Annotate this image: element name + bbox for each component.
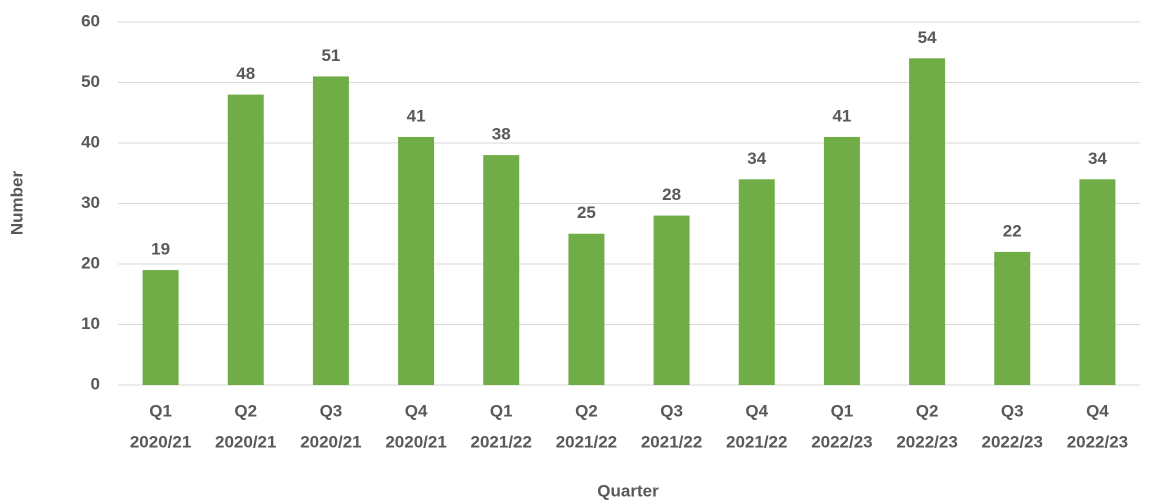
x-tick-label: Q1 — [490, 401, 513, 420]
data-label: 28 — [662, 185, 681, 204]
x-tick-label: Q3 — [1001, 401, 1024, 420]
bar — [568, 233, 605, 385]
data-label: 48 — [236, 64, 255, 83]
bar — [994, 251, 1031, 385]
x-tick-label: 2022/23 — [982, 432, 1043, 451]
x-tick-label: 2022/23 — [896, 432, 957, 451]
data-label: 25 — [577, 203, 596, 222]
bar — [1079, 179, 1116, 385]
x-tick-label: 2020/21 — [300, 432, 361, 451]
x-tick-label: 2021/22 — [556, 432, 617, 451]
x-tick-label: Q1 — [149, 401, 172, 420]
bar — [823, 136, 860, 385]
y-tick-label: 50 — [81, 72, 100, 91]
x-tick-label: Q4 — [405, 401, 428, 420]
x-tick-label: 2020/21 — [385, 432, 446, 451]
x-axis-title: Quarter — [597, 481, 659, 500]
y-tick-label: 0 — [91, 374, 100, 393]
data-label: 41 — [832, 106, 851, 125]
y-tick-label: 40 — [81, 132, 100, 151]
bar — [653, 215, 690, 385]
y-tick-label: 10 — [81, 314, 100, 333]
bar — [398, 136, 435, 385]
y-tick-label: 60 — [81, 11, 100, 30]
x-tick-label: Q2 — [575, 401, 598, 420]
bar — [738, 179, 775, 385]
x-tick-label: Q4 — [1086, 401, 1109, 420]
y-axis-title: Number — [7, 171, 26, 236]
x-tick-label: Q2 — [916, 401, 939, 420]
x-tick-label: 2022/23 — [811, 432, 872, 451]
data-label: 41 — [407, 106, 426, 125]
x-tick-label: Q2 — [234, 401, 257, 420]
x-tick-label: Q3 — [320, 401, 343, 420]
x-tick-label: 2021/22 — [641, 432, 702, 451]
data-label: 51 — [321, 46, 340, 65]
bar — [909, 58, 946, 386]
y-tick-label: 30 — [81, 193, 100, 212]
x-tick-label: 2020/21 — [215, 432, 276, 451]
data-label: 34 — [1088, 149, 1107, 168]
x-tick-label: 2022/23 — [1067, 432, 1128, 451]
bar — [227, 94, 264, 385]
data-label: 54 — [918, 28, 937, 47]
x-tick-label: 2020/21 — [130, 432, 191, 451]
data-label: 38 — [492, 125, 511, 144]
bar — [312, 76, 349, 385]
data-label: 22 — [1003, 221, 1022, 240]
x-tick-label: Q1 — [831, 401, 854, 420]
x-tick-label: 2021/22 — [726, 432, 787, 451]
x-tick-label: 2021/22 — [471, 432, 532, 451]
y-tick-label: 20 — [81, 253, 100, 272]
data-label: 34 — [747, 149, 766, 168]
bar — [142, 270, 179, 385]
data-label: 19 — [151, 240, 170, 259]
bar — [483, 155, 520, 385]
x-tick-label: Q3 — [660, 401, 683, 420]
x-tick-label: Q4 — [745, 401, 768, 420]
